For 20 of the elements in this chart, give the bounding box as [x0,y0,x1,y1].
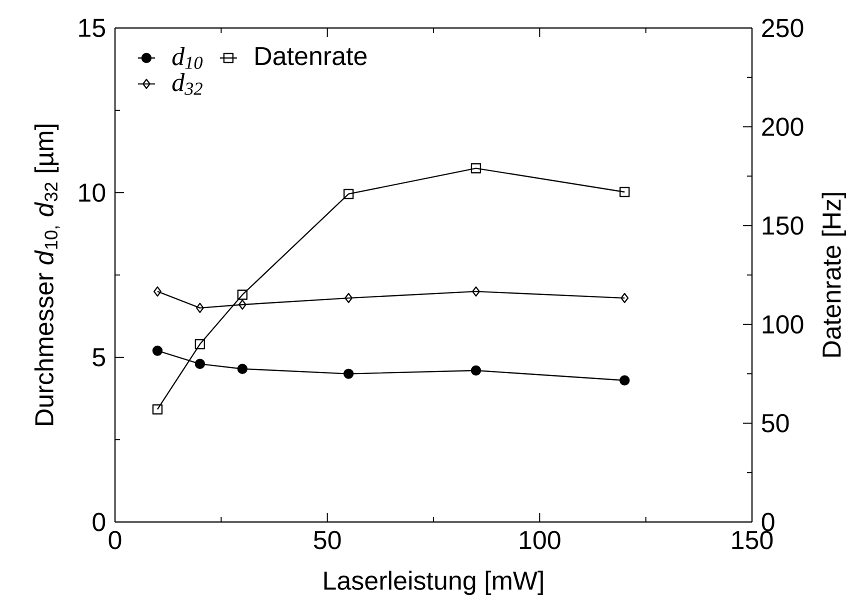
y-tick-label: 0 [92,512,106,532]
y2-tick-label: 200 [762,118,804,136]
y-tick-label: 15 [79,18,106,38]
y2-tick-label: 250 [762,18,804,38]
y2-axis-title: Datenrate [Hz] [822,193,846,357]
y-tick-label: 5 [92,348,106,366]
y-axis-title: Durchmesser d$_{10,}$ d$_{32}$ [µm] [34,124,60,425]
legend-label: d$_{10}$ [172,47,203,69]
x-tick-label: 150 [732,530,773,550]
legend-label: Datenrate [256,47,367,66]
y-tick-label: 10 [79,183,106,202]
y2-tick-label: 0 [762,512,774,532]
x-axis-title: Laserleistung [mW] [324,570,543,596]
x-tick-label: 0 [108,530,122,550]
y2-tick-label: 100 [762,315,804,334]
y2-tick-label: 50 [762,414,789,432]
x-tick-label: 100 [520,530,560,550]
y2-tick-label: 150 [762,216,804,235]
legend-label: d$_{32}$ [172,72,202,95]
x-tick-label: 50 [314,530,341,550]
